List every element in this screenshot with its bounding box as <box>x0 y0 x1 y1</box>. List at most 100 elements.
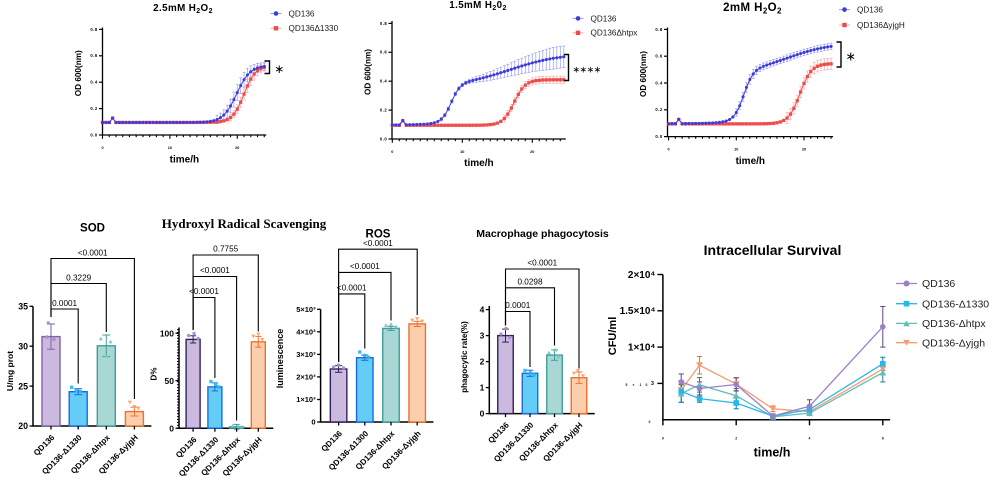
svg-text:1: 1 <box>640 383 642 387</box>
svg-text:∗: ∗ <box>846 49 856 63</box>
svg-text:CFU/ml: CFU/ml <box>607 317 619 356</box>
svg-text:QD136ΔyjgH: QD136ΔyjgH <box>857 21 905 30</box>
svg-text:25: 25 <box>18 381 28 391</box>
svg-text:0: 0 <box>649 420 651 424</box>
svg-text:ROS: ROS <box>366 229 391 241</box>
svg-text:0: 0 <box>668 148 670 152</box>
svg-text:OD 600(nm): OD 600(nm) <box>639 51 648 97</box>
svg-text:4: 4 <box>480 305 485 315</box>
svg-text:<0.0001: <0.0001 <box>200 266 230 275</box>
svg-text:0.0: 0.0 <box>380 136 387 141</box>
svg-text:0.4: 0.4 <box>655 80 662 85</box>
svg-text:time/h: time/h <box>464 158 493 169</box>
svg-text:0: 0 <box>662 437 664 441</box>
svg-text:1: 1 <box>480 383 485 393</box>
svg-text:0.4: 0.4 <box>90 80 97 85</box>
svg-text:0.4: 0.4 <box>380 79 387 84</box>
svg-text:2mM H2O2: 2mM H2O2 <box>723 2 782 15</box>
svg-text:QD136: QD136 <box>922 278 955 290</box>
svg-text:3: 3 <box>480 331 485 341</box>
svg-text:QD136Δhtpx: QD136Δhtpx <box>591 29 638 38</box>
svg-text:50: 50 <box>165 376 175 386</box>
svg-text:6: 6 <box>882 437 884 441</box>
svg-text:<0.0001: <0.0001 <box>78 249 108 258</box>
svg-text:QD136: QD136 <box>289 9 315 18</box>
svg-text:time/h: time/h <box>736 156 765 167</box>
svg-text:0.0001: 0.0001 <box>52 299 77 308</box>
svg-text:1×10⁴: 1×10⁴ <box>628 343 656 354</box>
svg-text:U/mg prot: U/mg prot <box>5 351 15 391</box>
svg-text:1.5mM H202: 1.5mM H202 <box>449 0 507 12</box>
svg-text:SOD: SOD <box>80 223 105 235</box>
svg-text:Intracellular Survival: Intracellular Survival <box>704 242 842 258</box>
svg-text:QD136: QD136 <box>591 14 617 23</box>
svg-text:∗∗∗∗: ∗∗∗∗ <box>573 64 601 74</box>
svg-text:QD136-Δyjgh: QD136-Δyjgh <box>922 337 985 349</box>
svg-text:0: 0 <box>169 423 174 433</box>
svg-text:0.3229: 0.3229 <box>66 274 91 283</box>
svg-text:0.0: 0.0 <box>655 134 662 139</box>
svg-text:QD136: QD136 <box>857 6 883 15</box>
svg-text:<0.0001: <0.0001 <box>337 283 367 292</box>
svg-text:4×10³: 4×10³ <box>296 328 316 337</box>
svg-text:phagocytic rate(%): phagocytic rate(%) <box>460 321 469 393</box>
svg-text:5×10³: 5×10³ <box>296 305 316 314</box>
svg-text:×: × <box>633 383 635 387</box>
svg-text:time/h: time/h <box>754 446 791 460</box>
svg-text:20: 20 <box>18 421 28 431</box>
svg-text:20: 20 <box>530 150 534 154</box>
svg-text:<0.0001: <0.0001 <box>189 287 219 296</box>
svg-text:2: 2 <box>735 437 737 441</box>
svg-text:0.0001: 0.0001 <box>505 301 530 310</box>
svg-text:Hydroxyl Radical Scavenging: Hydroxyl Radical Scavenging <box>162 216 327 231</box>
svg-text:Macrophage phagocytosis: Macrophage phagocytosis <box>476 228 609 240</box>
svg-text:35: 35 <box>18 301 28 311</box>
svg-text:<0.0001: <0.0001 <box>363 239 393 248</box>
svg-text:QD136-Δ1330: QD136-Δ1330 <box>922 298 989 310</box>
svg-text:5: 5 <box>626 383 628 387</box>
svg-text:20: 20 <box>802 148 806 152</box>
svg-text:∗: ∗ <box>274 62 284 76</box>
svg-text:1×10³: 1×10³ <box>296 395 316 404</box>
svg-text:10: 10 <box>734 148 738 152</box>
svg-text:time/h: time/h <box>170 155 199 166</box>
svg-text:30: 30 <box>18 341 28 351</box>
svg-text:0.6: 0.6 <box>90 53 97 58</box>
svg-text:OD 600(nm): OD 600(nm) <box>74 50 83 96</box>
svg-text:10: 10 <box>168 146 172 150</box>
svg-text:0.8: 0.8 <box>380 21 387 26</box>
svg-text:3: 3 <box>651 381 654 387</box>
svg-text:0.7755: 0.7755 <box>213 245 238 254</box>
svg-text:<0.0001: <0.0001 <box>527 259 557 268</box>
svg-text:0.6: 0.6 <box>655 54 662 59</box>
svg-text:0.2: 0.2 <box>655 107 662 112</box>
svg-text:luminescence: luminescence <box>275 329 285 389</box>
svg-text:2: 2 <box>480 357 485 367</box>
svg-text:2×10⁴: 2×10⁴ <box>628 270 656 281</box>
svg-text:4: 4 <box>809 437 811 441</box>
svg-text:3×10³: 3×10³ <box>296 350 316 359</box>
svg-text:0.2: 0.2 <box>90 106 97 111</box>
svg-text:0.0: 0.0 <box>90 132 97 137</box>
svg-text:<0.0001: <0.0001 <box>350 262 380 271</box>
svg-text:10: 10 <box>460 150 464 154</box>
svg-text:0.8: 0.8 <box>90 27 97 32</box>
svg-text:0: 0 <box>480 409 485 419</box>
svg-text:100: 100 <box>160 328 174 338</box>
svg-text:0.6: 0.6 <box>380 50 387 55</box>
svg-text:0.8: 0.8 <box>655 27 662 32</box>
svg-text:2.5mM H2O2: 2.5mM H2O2 <box>153 3 213 15</box>
svg-text:20: 20 <box>235 146 239 150</box>
svg-text:1.5×10⁴: 1.5×10⁴ <box>620 306 656 317</box>
svg-text:0: 0 <box>101 146 103 150</box>
svg-text:0.2: 0.2 <box>380 108 387 113</box>
svg-text:0.0298: 0.0298 <box>517 277 542 286</box>
svg-text:QD136-Δhtpx: QD136-Δhtpx <box>922 318 986 330</box>
svg-text:QD136Δ1330: QD136Δ1330 <box>289 24 339 33</box>
svg-text:0: 0 <box>391 150 393 154</box>
svg-text:D%: D% <box>150 368 159 381</box>
svg-text:0: 0 <box>646 383 648 387</box>
svg-text:OD 600(nm): OD 600(nm) <box>364 49 373 95</box>
svg-text:0: 0 <box>311 418 315 427</box>
svg-text:2×10³: 2×10³ <box>296 373 316 382</box>
